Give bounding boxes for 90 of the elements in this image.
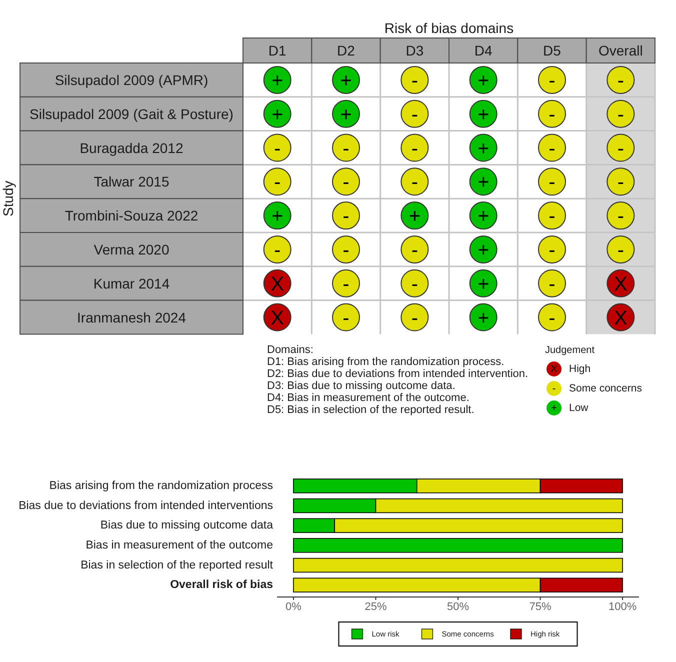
text: - [342, 172, 350, 194]
text: D1: Bias arising from the randomization process. [267, 356, 504, 368]
text: - [548, 172, 556, 194]
text: - [411, 104, 418, 126]
x-tick-label: 0% [286, 601, 302, 613]
text: + [551, 403, 557, 414]
y-tick-label: Trombini-Souza 2022 [64, 208, 198, 224]
text: - [274, 239, 281, 262]
text: X [270, 307, 284, 330]
text: + [477, 307, 490, 330]
text: + [408, 206, 421, 228]
y-tick-label: Overall risk of bias [170, 579, 273, 592]
text: D4: Bias in measurement of the outcome. [267, 392, 470, 404]
text: - [617, 138, 624, 160]
y-tick-label: Kumar 2014 [93, 275, 170, 292]
text: - [548, 307, 556, 330]
text: - [342, 138, 350, 160]
text: - [617, 104, 624, 126]
text: - [342, 273, 350, 296]
y-tick-label: Verma 2020 [94, 241, 170, 258]
y-tick-label: Silsupadol 2009 (APMR) [54, 72, 208, 88]
text: - [617, 70, 624, 92]
text: - [548, 273, 556, 296]
bar [293, 558, 623, 573]
y-tick-label: Bias arising from the randomization process [49, 480, 274, 492]
text: - [552, 384, 556, 394]
text: - [411, 273, 418, 296]
text: + [477, 273, 490, 296]
y-tick-label: Bias in selection of the reported result [80, 559, 274, 572]
text: X [550, 364, 558, 375]
x-tick-label: D2 [337, 42, 356, 58]
text: - [411, 138, 418, 160]
text: - [548, 70, 556, 92]
text: - [548, 206, 556, 228]
text: - [342, 307, 350, 330]
text: - [617, 239, 624, 262]
x-tick-label: 75% [529, 601, 552, 613]
y-axis-title: Study [0, 180, 16, 217]
text: - [411, 307, 418, 330]
text: + [271, 104, 284, 126]
text: D2: Bias due to deviations from intended intervention. [267, 368, 528, 380]
x-tick-label: D3 [406, 42, 424, 58]
text: Domains: [267, 344, 314, 356]
text: + [340, 104, 352, 126]
text: - [411, 172, 418, 194]
text: X [614, 307, 628, 330]
text: X [270, 273, 284, 296]
text: - [617, 172, 624, 194]
text: + [271, 206, 284, 228]
text: - [617, 206, 624, 228]
y-tick-label: Bias due to deviations from intended interventions [18, 500, 274, 512]
text: + [271, 70, 284, 92]
y-tick-label: Buragadda 2012 [80, 140, 184, 156]
y-tick-label: Bias in measurement of the outcome [86, 539, 273, 552]
x-tick-label: 25% [364, 601, 387, 613]
y-tick-label: Iranmanesh 2024 [77, 309, 186, 326]
text: High [569, 363, 591, 375]
text: Low [569, 402, 588, 414]
text: X [614, 273, 628, 296]
text: - [274, 138, 281, 160]
x-tick-label: D4 [474, 42, 492, 58]
text: - [274, 172, 281, 194]
y-tick-label: Silsupadol 2009 (Gait & Posture) [30, 106, 234, 122]
text: - [342, 239, 350, 262]
y-tick-label: Talwar 2015 [94, 174, 170, 190]
text: + [477, 138, 490, 160]
x-tick-label: 100% [608, 601, 637, 613]
text: - [411, 239, 418, 262]
bar [293, 538, 623, 553]
x-tick-label: D5 [543, 42, 562, 58]
text: - [548, 138, 556, 160]
text: - [548, 104, 556, 126]
text: + [477, 239, 490, 262]
text: D3: Bias due to missing outcome data. [267, 380, 456, 392]
text: + [477, 206, 490, 228]
text: - [411, 70, 418, 92]
text: + [477, 70, 490, 92]
text: + [340, 70, 352, 92]
text: + [477, 104, 490, 126]
text: D5: Bias in selection of the reported result. [267, 404, 474, 416]
x-tick-label: Overall [598, 42, 643, 58]
y-tick-label: Bias due to missing outcome data [100, 520, 274, 532]
text: - [548, 239, 556, 262]
x-tick-label: D1 [268, 42, 286, 58]
x-tick-label: 50% [446, 601, 470, 613]
text: Some concerns [569, 382, 642, 394]
text: - [342, 206, 350, 228]
color-bar-title: Judgement [545, 345, 595, 356]
chart-title: Risk of bias domains [384, 20, 514, 36]
text: + [477, 172, 490, 194]
